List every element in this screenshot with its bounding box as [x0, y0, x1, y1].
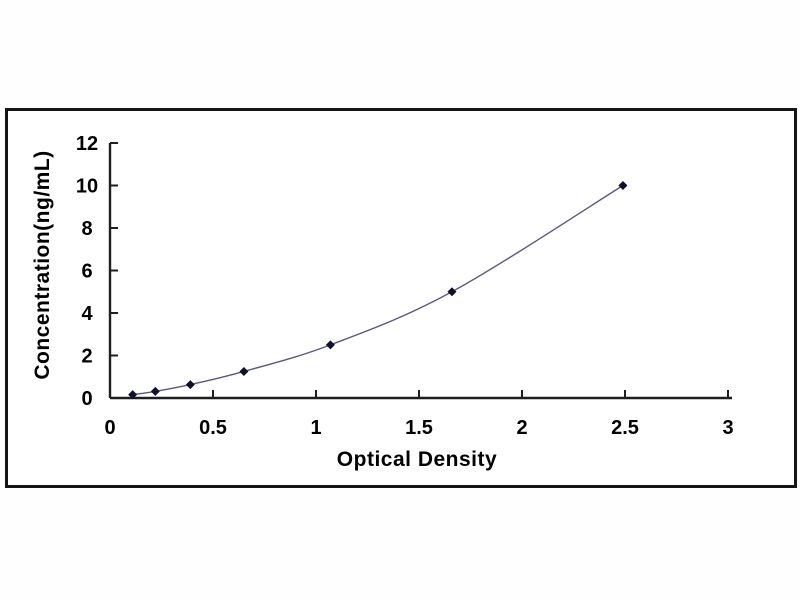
x-tick-label: 1.5: [405, 417, 433, 439]
x-axis-title: Optical Density: [336, 448, 498, 471]
standard-curve-chart: 0 0.5 1 1.5 2 2.5 3 0 2 4 6 8 10 12: [76, 133, 734, 439]
y-tick-label: 0: [81, 388, 92, 410]
y-tick-label: 4: [81, 303, 93, 325]
data-point-marker: [239, 366, 249, 376]
y-axis-title: Concentration(ng/mL): [31, 150, 54, 380]
data-point-marker: [325, 340, 335, 350]
data-point-marker: [128, 390, 138, 400]
y-tick-label: 12: [76, 133, 98, 155]
x-tick-label: 1: [310, 417, 321, 439]
y-tick-label: 6: [81, 261, 92, 283]
data-point-marker: [618, 181, 628, 190]
y-tick-label: 10: [76, 176, 98, 198]
x-tick-label: 3: [722, 417, 733, 439]
x-tick-label: 2: [516, 417, 527, 439]
y-tick-label: 8: [81, 218, 92, 240]
data-point-marker: [150, 386, 160, 396]
x-tick-label: 0: [104, 417, 115, 439]
data-point-marker: [185, 380, 195, 390]
chart-panel: 0 0.5 1 1.5 2 2.5 3 0 2 4 6 8 10 12 Optical Density C…: [5, 108, 797, 488]
x-tick-label: 2.5: [611, 417, 639, 439]
x-tick-label: 0.5: [199, 417, 227, 439]
data-point-marker: [447, 287, 457, 297]
y-tick-label: 2: [81, 346, 92, 368]
standard-curve-line: [132, 184, 624, 396]
